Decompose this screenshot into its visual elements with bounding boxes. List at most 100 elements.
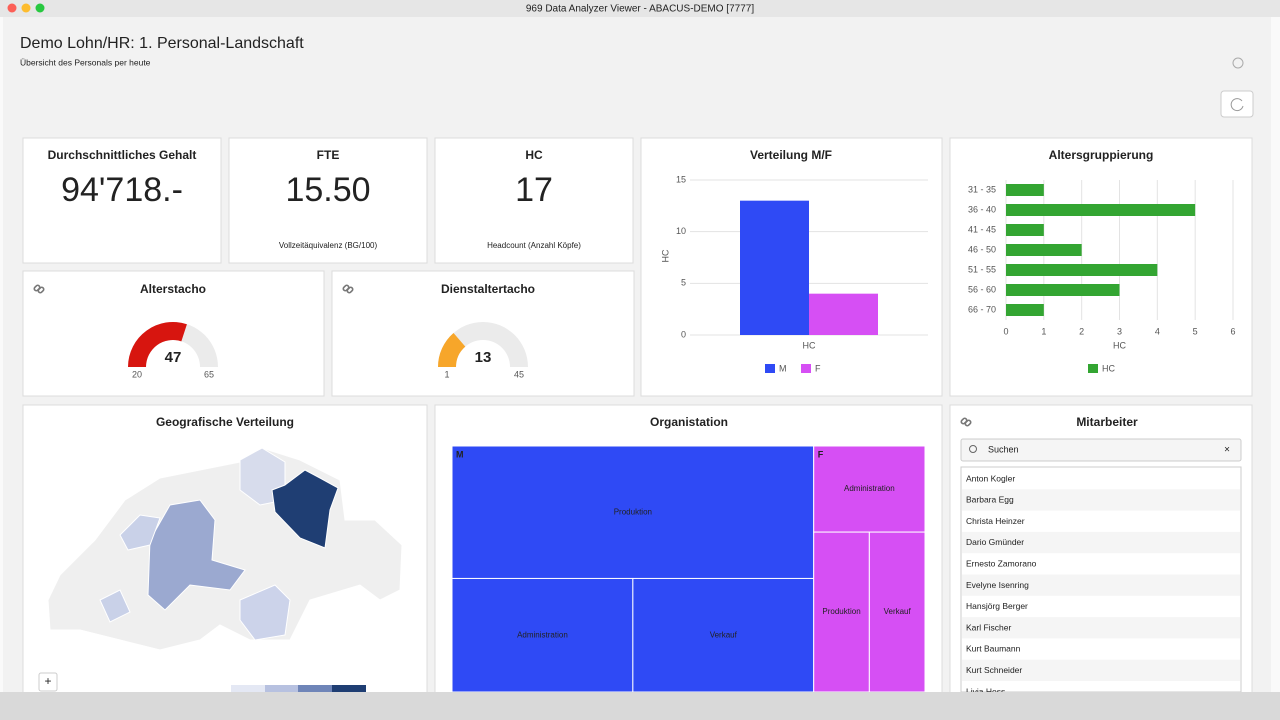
employee-name: Ernesto Zamorano	[966, 558, 1037, 568]
bar	[1006, 244, 1082, 256]
employee-name: Barbara Egg	[966, 495, 1014, 505]
bar	[1006, 304, 1044, 316]
page-title: Demo Lohn/HR: 1. Personal-Landschaft	[20, 35, 304, 52]
employee-name: Livia Hess	[966, 686, 1005, 696]
search-placeholder: Suchen	[988, 444, 1019, 454]
kpi-title: FTE	[317, 148, 340, 162]
canton	[239, 584, 291, 641]
employee-name: Kurt Baumann	[966, 644, 1021, 654]
legend-swatch	[765, 364, 775, 373]
canton	[271, 469, 339, 549]
gauge-min: 1	[444, 369, 449, 379]
kpi-note: Vollzeitäquivalenz (BG/100)	[279, 241, 378, 250]
y-tick-label: 0	[681, 329, 686, 339]
legend-swatch	[801, 364, 811, 373]
treemap-label: Administration	[844, 484, 895, 493]
kpi-value: 94'718.-	[61, 171, 183, 209]
y-tick-label: 46 - 50	[968, 244, 996, 254]
close-icon[interactable]	[1232, 57, 1244, 69]
link-icon[interactable]	[960, 417, 972, 427]
title-bar	[0, 0, 1280, 17]
search-icon	[969, 445, 977, 453]
bar	[809, 293, 878, 335]
y-tick-label: 15	[676, 174, 686, 184]
kpi-title: HC	[525, 148, 543, 162]
treemap-cell	[868, 531, 926, 693]
employee-name: Kurt Schneider	[966, 665, 1022, 675]
kpi-card	[434, 137, 634, 264]
treemap-label: Verkauf	[884, 607, 912, 616]
y-tick-label: 56 - 60	[968, 284, 996, 294]
zoom-label: +	[44, 674, 51, 688]
treemap-cell	[813, 445, 926, 533]
x-tick-label: 6	[1230, 326, 1235, 336]
kpi-card	[228, 137, 428, 264]
window-title: 969 Data Analyzer Viewer - ABACUS-DEMO […	[526, 4, 754, 15]
y-tick-label: 51 - 55	[968, 264, 996, 274]
y-tick-label: 66 - 70	[968, 304, 996, 314]
refresh-button[interactable]	[1220, 90, 1254, 118]
employee-name: Dario Gmünder	[966, 537, 1024, 547]
legend-label: M	[779, 363, 787, 373]
bar	[1006, 204, 1196, 216]
clear-search[interactable]: ×	[1224, 445, 1230, 456]
status-bar	[0, 692, 1280, 720]
map	[47, 447, 403, 651]
treemap-cell	[813, 531, 870, 693]
kpi-title: Durchschnittliches Gehalt	[48, 148, 197, 162]
x-tick-label: 1	[1041, 326, 1046, 336]
map-title: Geografische Verteilung	[156, 415, 294, 429]
search-box[interactable]	[960, 438, 1242, 462]
treemap-label: Administration	[517, 630, 568, 639]
gauge-track	[438, 322, 528, 367]
refresh-icon	[1230, 98, 1244, 112]
chart-title: Altersgruppierung	[1049, 148, 1154, 162]
employee-name: Evelyne Isenring	[966, 580, 1029, 590]
employee-name: Karl Fischer	[966, 622, 1012, 632]
row-stripe	[962, 489, 1240, 511]
x-axis-label: HC	[1113, 340, 1126, 350]
gauge-title: Alterstacho	[140, 282, 206, 296]
page-subtitle: Übersicht des Personals per heute	[20, 57, 151, 67]
treemap-cell	[451, 445, 815, 579]
y-tick-label: 36 - 40	[968, 204, 996, 214]
zoom-button[interactable]	[38, 672, 58, 692]
treemap-label: Verkauf	[710, 630, 738, 639]
employee-name: Hansjörg Berger	[966, 601, 1028, 611]
maximize-button[interactable]	[35, 3, 45, 13]
kpi-value: 15.50	[285, 171, 370, 209]
employee-name: Anton Kogler	[966, 473, 1015, 483]
gauge-value: 47	[165, 349, 182, 366]
chart-title: Verteilung M/F	[750, 148, 832, 162]
kpi-note: Headcount (Anzahl Köpfe)	[487, 241, 581, 250]
y-tick-label: 10	[676, 226, 686, 236]
treemap-label: Produktion	[614, 507, 652, 516]
y-axis-label: HC	[660, 249, 670, 262]
gauge-fill	[128, 321, 187, 367]
gauge-min: 20	[132, 369, 142, 379]
gauge-fill	[438, 332, 466, 367]
bar	[1006, 284, 1120, 296]
treemap-label: Produktion	[822, 607, 860, 616]
treemap-cell	[632, 577, 815, 693]
x-tick-label: 2	[1079, 326, 1084, 336]
y-tick-label: 31 - 35	[968, 184, 996, 194]
legend-label: F	[815, 363, 821, 373]
minimize-button[interactable]	[21, 3, 31, 13]
treemap-cell	[451, 577, 634, 693]
close-button[interactable]	[7, 3, 17, 13]
gauge-title: Dienstaltertacho	[441, 282, 535, 296]
x-tick-label: HC	[803, 340, 816, 350]
link-icon[interactable]	[33, 284, 45, 294]
employees-title: Mitarbeiter	[1076, 415, 1138, 429]
gauge-max: 65	[204, 369, 214, 379]
gauge-value: 13	[475, 349, 492, 366]
link-icon[interactable]	[342, 284, 354, 294]
canton	[99, 589, 131, 623]
canton	[147, 499, 246, 611]
x-tick-label: 5	[1193, 326, 1198, 336]
row-stripe	[962, 659, 1240, 681]
map-legend	[231, 685, 366, 692]
bar	[1006, 224, 1044, 236]
